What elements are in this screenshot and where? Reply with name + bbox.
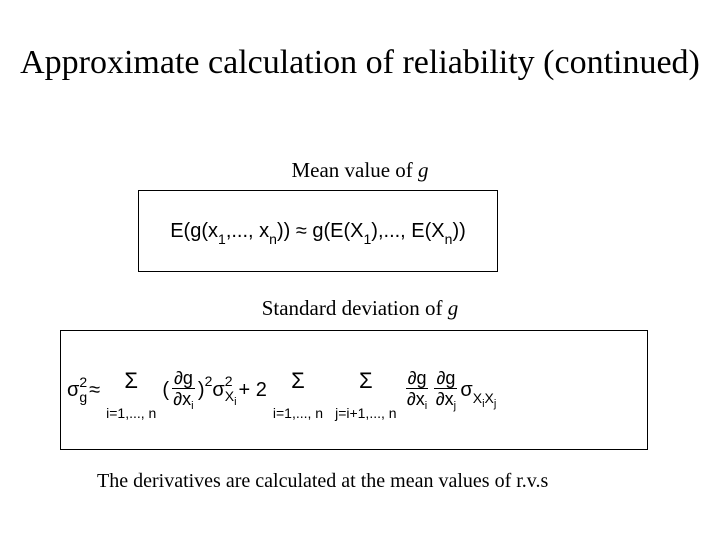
formula-text: )) — [452, 219, 466, 242]
superscript: 2 — [204, 373, 213, 389]
subscript: 1 — [218, 231, 226, 247]
formula-text: σ — [460, 378, 473, 401]
fraction: ∂g ∂xi — [405, 368, 429, 412]
den-text: ∂x — [435, 389, 454, 409]
sum-symbol: Σ — [124, 368, 139, 393]
subscript-group: g — [79, 390, 87, 405]
sum-limit: i=1,..., n — [106, 405, 157, 421]
fraction: ∂g ∂xj — [434, 368, 458, 412]
subscript: X — [224, 388, 235, 404]
numerator: ∂g — [434, 368, 458, 389]
formula-text: ≈ — [89, 378, 101, 401]
subscript-group: 1 — [218, 231, 226, 247]
subscript: n — [269, 231, 277, 247]
sum-limit: i=1,..., n — [272, 405, 324, 421]
formula-text: )) ≈ g(E(X — [276, 219, 364, 242]
subscript-group: Xj — [484, 390, 497, 410]
formula-text: ,..., x — [225, 219, 270, 242]
denominator: ∂xi — [173, 389, 193, 412]
formula-text: σ — [212, 378, 225, 401]
sum-symbol: Σ — [291, 368, 305, 393]
sub-subscript: j — [493, 398, 497, 410]
slide-title: Approximate calculation of reliability (… — [20, 44, 700, 81]
sum-symbol: Σ — [359, 368, 373, 393]
subscript-group: n — [445, 231, 453, 247]
subscript-group: Xi — [472, 390, 485, 410]
formula-text: ) — [197, 378, 205, 401]
superscript: 2 — [224, 373, 233, 389]
sub-subscript: i — [234, 396, 237, 408]
formula-text: + 2 — [238, 378, 267, 401]
subscript: g — [79, 389, 88, 405]
heading-label: Standard deviation of — [261, 296, 443, 320]
formula-text: E(g(x — [170, 219, 219, 242]
heading-label: Mean value of — [291, 158, 413, 182]
den-text: ∂x — [173, 389, 192, 409]
subscript-group: 1 — [364, 231, 372, 247]
den-subscript: j — [453, 400, 457, 412]
sub-subscript: i — [482, 398, 485, 410]
superscript: 2 — [79, 374, 88, 390]
script-stack: 2 Xi — [224, 373, 237, 409]
section-heading: Mean value of g — [0, 158, 720, 183]
formula: E(g(x 1,..., x n)) ≈ g(E(X 1),..., E(X n)) — [170, 219, 466, 248]
subscript-group: n — [269, 231, 277, 247]
formula-text: ),..., E(X — [371, 219, 445, 242]
subscript: 1 — [363, 231, 372, 247]
formula-text: ( — [162, 378, 169, 401]
heading-var: g — [418, 158, 429, 182]
numerator: ∂g — [172, 368, 195, 389]
subscript: X — [484, 390, 494, 406]
subscript: n — [444, 231, 453, 247]
subscript: X — [472, 390, 483, 406]
heading-var: g — [447, 296, 459, 320]
sum-limit: j=i+1,..., n — [335, 405, 397, 421]
denominator: ∂xj — [436, 389, 456, 412]
numerator: ∂g — [405, 368, 429, 389]
formula-text: σ — [67, 378, 80, 401]
den-subscript: i — [424, 400, 428, 412]
subscript-group: Xi — [224, 388, 237, 409]
formula-box: E(g(x 1,..., x n)) ≈ g(E(X 1),..., E(X n)) — [138, 190, 498, 272]
fraction: ∂g ∂xi — [172, 368, 195, 412]
den-subscript: i — [191, 400, 194, 412]
den-text: ∂x — [406, 389, 425, 409]
denominator: ∂xi — [407, 389, 427, 412]
note: The derivatives are calculated at the me… — [97, 470, 549, 492]
section-heading: Standard deviation of g — [0, 296, 720, 321]
